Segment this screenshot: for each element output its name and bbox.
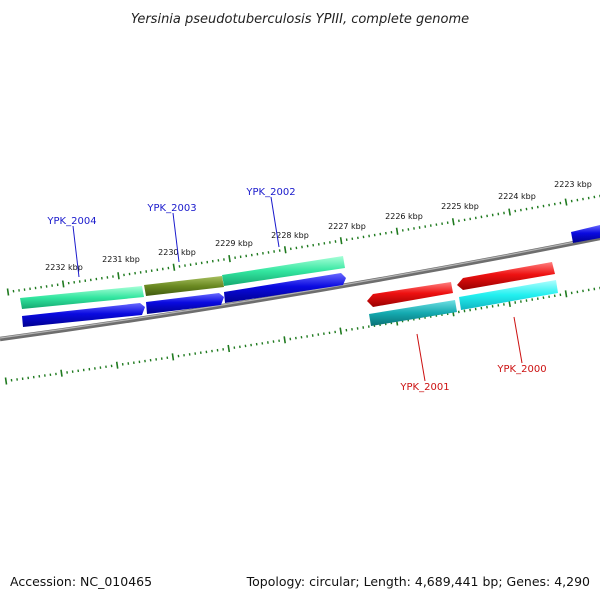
gene-labels: YPK_2004 YPK_2003 YPK_2002 YPK_2001 YPK_… — [46, 187, 546, 393]
genome-backbone-highlight — [0, 236, 600, 339]
scale-labels: 2223 kbp 2224 kbp 2225 kbp 2226 kbp 2227… — [45, 180, 592, 272]
scale-label-2228: 2228 kbp — [271, 231, 309, 240]
scale-label-2229: 2229 kbp — [215, 239, 253, 248]
scale-label-2225: 2225 kbp — [441, 202, 479, 211]
leader-ypk-2000 — [513, 316, 523, 364]
scale-label-2224: 2224 kbp — [498, 192, 536, 201]
upper-major-tick — [6, 288, 10, 296]
leader-ypk-2003 — [172, 212, 180, 263]
upper-major-tick — [117, 272, 120, 280]
gene-label-ypk-2002[interactable]: YPK_2002 — [245, 187, 295, 198]
upper-major-tick — [564, 198, 568, 206]
upper-minor-tick — [514, 209, 517, 213]
scale-label-2230: 2230 kbp — [158, 248, 196, 257]
reverse-strand-features — [367, 262, 558, 326]
lower-major-tick — [4, 377, 8, 385]
cds-feature-ypk-2004[interactable] — [22, 303, 145, 327]
gene-feature-ypk-2002[interactable] — [222, 256, 345, 286]
forward-strand-features — [20, 225, 600, 327]
gene-feature-ypk-2000[interactable] — [459, 280, 558, 310]
lower-major-tick — [339, 327, 343, 335]
upper-major-tick — [508, 208, 511, 216]
accession-text: Accession: NC_010465 — [10, 574, 152, 589]
upper-major-tick — [283, 246, 287, 254]
gene-label-ypk-2000[interactable]: YPK_2000 — [496, 364, 546, 375]
cds-feature-offscreen-right[interactable] — [571, 225, 600, 243]
scale-label-2226: 2226 kbp — [385, 212, 423, 221]
lower-minor-tick — [542, 296, 545, 300]
lower-minor-tick — [553, 294, 556, 298]
leader-ypk-2004 — [72, 225, 80, 278]
gene-label-ypk-2003[interactable]: YPK_2003 — [146, 203, 196, 214]
upper-major-tick — [395, 227, 399, 235]
cds-feature-ypk-2001[interactable] — [367, 282, 453, 307]
scale-label-2231: 2231 kbp — [102, 255, 140, 264]
cds-feature-ypk-2002[interactable] — [224, 273, 346, 303]
lower-major-tick — [60, 369, 63, 377]
genome-summary-text: Topology: circular; Length: 4,689,441 bp… — [246, 574, 590, 589]
lower-major-tick — [283, 336, 286, 344]
lower-major-tick — [227, 344, 231, 353]
upper-minor-tick — [480, 215, 483, 219]
gene-feature-ypk-2003[interactable] — [144, 276, 224, 296]
scale-label-2223: 2223 kbp — [554, 180, 592, 189]
leader-ypk-2001 — [416, 333, 426, 382]
upper-major-tick — [228, 254, 231, 263]
upper-tick-row — [6, 194, 600, 296]
gene-feature-ypk-2001[interactable] — [369, 300, 457, 326]
cds-feature-ypk-2003[interactable] — [146, 293, 224, 314]
gene-feature-ypk-2004[interactable] — [20, 286, 144, 309]
gene-label-ypk-2001[interactable]: YPK_2001 — [399, 382, 449, 393]
upper-major-tick — [172, 263, 176, 271]
upper-major-tick — [451, 218, 455, 226]
upper-major-tick — [339, 237, 343, 245]
label-leaders — [72, 196, 523, 382]
scale-label-2232: 2232 kbp — [45, 263, 83, 272]
gene-label-ypk-2004[interactable]: YPK_2004 — [46, 216, 96, 227]
upper-minor-tick — [593, 195, 596, 199]
genome-backbone — [0, 235, 600, 342]
cds-feature-ypk-2000[interactable] — [457, 262, 555, 290]
leader-ypk-2002 — [270, 196, 280, 248]
lower-major-tick — [115, 361, 119, 369]
lower-major-tick — [171, 353, 175, 361]
map-title: Yersinia pseudotuberculosis YPIII, compl… — [131, 12, 469, 27]
upper-major-tick — [61, 280, 65, 288]
scale-label-2227: 2227 kbp — [328, 222, 366, 231]
lower-major-tick — [564, 290, 568, 298]
